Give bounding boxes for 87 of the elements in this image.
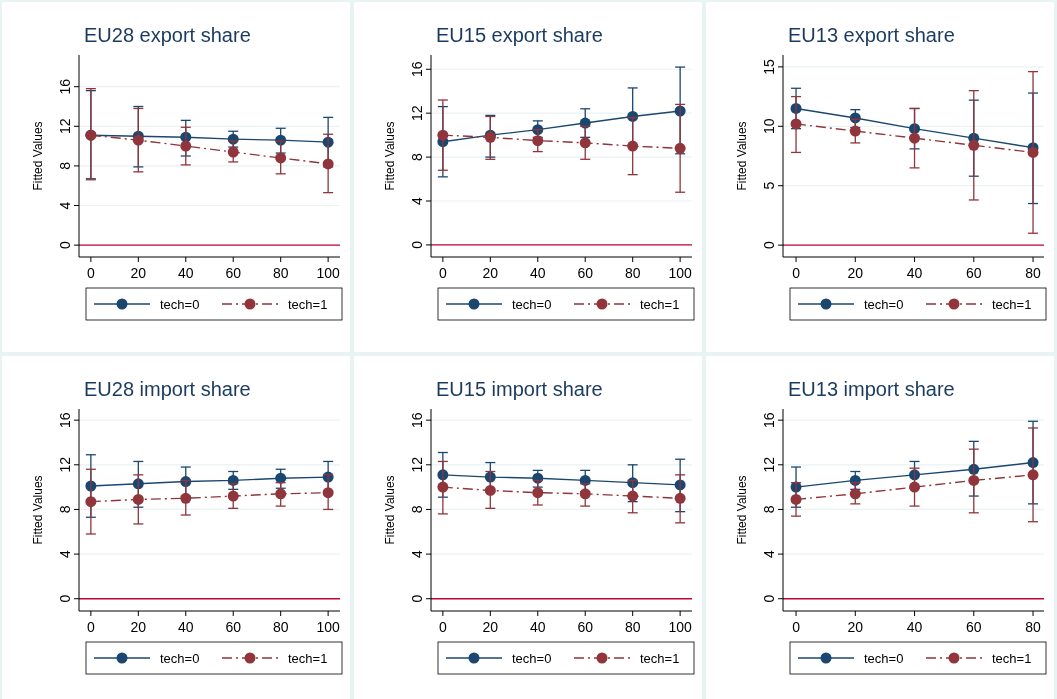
x-tick-label: 80	[1025, 619, 1042, 635]
y-tick-label: 12	[409, 105, 425, 121]
x-tick-label: 40	[177, 265, 194, 281]
chart-title: EU15 import share	[436, 378, 603, 400]
legend-label: tech=1	[992, 651, 1032, 666]
x-tick-label: 80	[272, 265, 289, 281]
y-tick-label: 8	[409, 153, 425, 161]
y-tick-label: 12	[761, 456, 777, 473]
legend-label: tech=0	[864, 297, 904, 312]
y-axis-title: Fitted Values	[383, 121, 397, 191]
x-tick-label: 100	[316, 619, 341, 635]
legend-label: tech=0	[512, 297, 552, 312]
x-tick-label: 80	[624, 619, 641, 635]
x-tick-label: 20	[130, 619, 147, 635]
y-tick-label: 4	[409, 196, 425, 205]
x-tick-label: 40	[906, 265, 923, 281]
y-tick-label: 16	[409, 412, 425, 428]
x-tick-label: 20	[847, 265, 864, 281]
x-tick-label: 40	[906, 619, 923, 635]
x-tick-label: 0	[438, 265, 447, 281]
x-tick-label: 40	[177, 619, 194, 635]
y-axis-title: Fitted Values	[31, 475, 45, 545]
y-axis-title: Fitted Values	[383, 475, 397, 545]
y-tick-label: 0	[57, 594, 73, 603]
y-tick-label: 16	[57, 412, 73, 428]
x-tick-label: 0	[86, 619, 95, 635]
legend-label: tech=0	[864, 651, 904, 666]
y-axis-title: Fitted Values	[735, 475, 749, 545]
y-tick-label: 15	[761, 58, 777, 75]
legend-label: tech=0	[512, 651, 552, 666]
chart-title: EU28 export share	[84, 24, 251, 46]
legend-label: tech=1	[992, 297, 1032, 312]
x-tick-label: 60	[225, 619, 242, 635]
y-tick-label: 12	[409, 456, 425, 473]
y-tick-label: 8	[409, 505, 425, 514]
x-tick-label: 20	[482, 265, 499, 281]
x-tick-label: 40	[529, 265, 546, 281]
x-tick-label: 100	[668, 619, 693, 635]
y-tick-label: 0	[57, 241, 73, 250]
y-tick-label: 16	[761, 412, 777, 428]
x-tick-label: 80	[624, 265, 641, 281]
x-tick-label: 20	[847, 619, 864, 635]
chart-title: EU28 import share	[84, 378, 251, 400]
x-tick-label: 100	[316, 265, 341, 281]
x-tick-label: 0	[86, 265, 95, 281]
y-tick-label: 8	[761, 505, 777, 514]
legend-label: tech=1	[288, 651, 328, 666]
y-tick-label: 0	[761, 241, 777, 250]
chart-title: EU15 export share	[436, 24, 603, 46]
y-tick-label: 0	[409, 240, 425, 249]
y-tick-label: 16	[57, 78, 73, 95]
x-tick-label: 80	[1025, 265, 1042, 281]
y-axis-title: Fitted Values	[735, 121, 749, 191]
x-tick-label: 20	[130, 265, 147, 281]
y-tick-label: 16	[409, 61, 425, 78]
legend-label: tech=0	[160, 297, 200, 312]
legend-label: tech=1	[640, 651, 680, 666]
y-tick-label: 4	[761, 549, 777, 558]
y-tick-label: 4	[57, 201, 73, 210]
chart-title: EU13 import share	[788, 378, 955, 400]
x-tick-label: 0	[792, 265, 801, 281]
y-tick-label: 0	[761, 594, 777, 603]
x-tick-label: 0	[792, 619, 801, 635]
y-tick-label: 5	[761, 181, 777, 190]
y-tick-label: 8	[57, 505, 73, 514]
legend-label: tech=1	[640, 297, 680, 312]
chart-title: EU13 export share	[788, 24, 955, 46]
y-tick-label: 10	[761, 118, 777, 135]
x-tick-label: 0	[438, 619, 447, 635]
x-tick-label: 60	[577, 265, 594, 281]
x-tick-label: 60	[577, 619, 594, 635]
y-tick-label: 4	[57, 549, 73, 558]
y-tick-label: 4	[409, 549, 425, 558]
x-tick-label: 20	[482, 619, 499, 635]
y-tick-label: 12	[57, 456, 73, 473]
y-axis-title: Fitted Values	[31, 121, 45, 191]
y-tick-label: 0	[409, 594, 425, 603]
legend-label: tech=1	[288, 297, 328, 312]
y-tick-label: 8	[57, 161, 73, 170]
x-tick-label: 40	[529, 619, 546, 635]
x-tick-label: 80	[272, 619, 289, 635]
x-tick-label: 60	[225, 265, 242, 281]
x-tick-label: 100	[668, 265, 693, 281]
y-tick-label: 12	[57, 118, 73, 135]
x-tick-label: 60	[966, 265, 982, 281]
x-tick-label: 60	[966, 619, 982, 635]
legend-label: tech=0	[160, 651, 200, 666]
